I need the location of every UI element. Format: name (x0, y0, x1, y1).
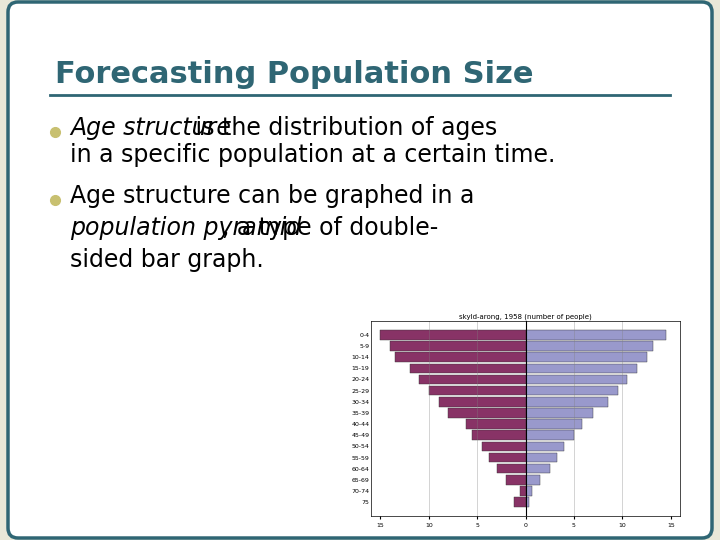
Bar (466, 420, 526, 429)
Bar (526, 353, 647, 362)
Bar (526, 464, 550, 474)
Bar (526, 375, 627, 384)
Bar (395, 353, 526, 362)
Bar (526, 363, 637, 373)
Text: Age structure can be graphed in a: Age structure can be graphed in a (70, 184, 474, 208)
Title: skyld-arong, 1958 (number of people): skyld-arong, 1958 (number of people) (459, 314, 592, 320)
Bar (497, 464, 526, 474)
Bar (514, 497, 526, 507)
Bar (526, 497, 529, 507)
Bar (526, 453, 557, 462)
Bar (526, 341, 653, 351)
Bar (526, 475, 540, 484)
Bar (526, 408, 593, 417)
Text: Forecasting Population Size: Forecasting Population Size (55, 60, 534, 89)
Bar (448, 408, 526, 417)
Bar (438, 397, 526, 407)
Bar (526, 420, 582, 429)
Bar (482, 442, 526, 451)
Bar (526, 330, 666, 340)
FancyBboxPatch shape (8, 2, 712, 538)
Bar (419, 375, 526, 384)
Bar (410, 363, 526, 373)
Bar (526, 442, 564, 451)
Bar (429, 386, 526, 395)
Bar (489, 453, 526, 462)
Bar (526, 386, 618, 395)
Bar (526, 397, 608, 407)
Bar (506, 475, 526, 484)
Bar (380, 330, 526, 340)
Text: , a type of double-: , a type of double- (222, 216, 438, 240)
Bar (390, 341, 526, 351)
Bar (520, 486, 526, 496)
Text: Age structure: Age structure (70, 116, 231, 140)
Bar (526, 430, 574, 440)
Text: population pyramid: population pyramid (70, 216, 302, 240)
Text: sided bar graph.: sided bar graph. (70, 248, 264, 272)
Bar (526, 486, 532, 496)
Bar (472, 430, 526, 440)
Text: in a specific population at a certain time.: in a specific population at a certain ti… (70, 143, 555, 167)
Text: is the distribution of ages: is the distribution of ages (188, 116, 498, 140)
